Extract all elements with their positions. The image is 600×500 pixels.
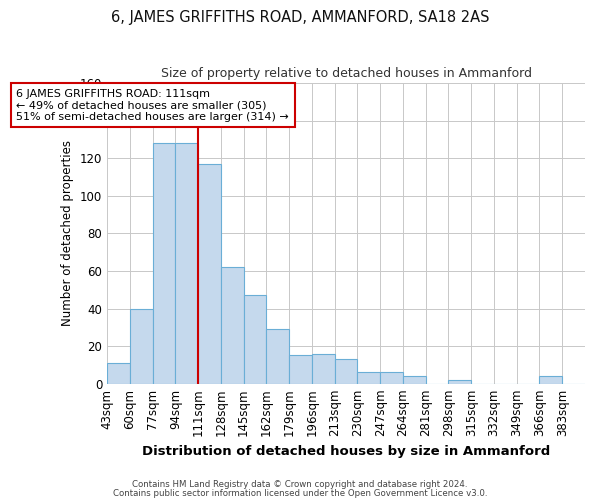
- Text: 6 JAMES GRIFFITHS ROAD: 111sqm
← 49% of detached houses are smaller (305)
51% of: 6 JAMES GRIFFITHS ROAD: 111sqm ← 49% of …: [16, 88, 289, 122]
- Bar: [380, 372, 403, 384]
- Bar: [107, 363, 130, 384]
- Bar: [335, 360, 358, 384]
- Bar: [266, 329, 289, 384]
- Bar: [130, 308, 152, 384]
- Bar: [448, 380, 471, 384]
- Bar: [152, 143, 175, 384]
- Y-axis label: Number of detached properties: Number of detached properties: [61, 140, 74, 326]
- Bar: [221, 267, 244, 384]
- Bar: [539, 376, 562, 384]
- Bar: [312, 354, 335, 384]
- Bar: [175, 143, 198, 384]
- Text: Contains HM Land Registry data © Crown copyright and database right 2024.: Contains HM Land Registry data © Crown c…: [132, 480, 468, 489]
- X-axis label: Distribution of detached houses by size in Ammanford: Distribution of detached houses by size …: [142, 444, 550, 458]
- Bar: [244, 296, 266, 384]
- Text: 6, JAMES GRIFFITHS ROAD, AMMANFORD, SA18 2AS: 6, JAMES GRIFFITHS ROAD, AMMANFORD, SA18…: [111, 10, 489, 25]
- Bar: [358, 372, 380, 384]
- Bar: [403, 376, 425, 384]
- Title: Size of property relative to detached houses in Ammanford: Size of property relative to detached ho…: [161, 68, 532, 80]
- Bar: [289, 356, 312, 384]
- Bar: [198, 164, 221, 384]
- Text: Contains public sector information licensed under the Open Government Licence v3: Contains public sector information licen…: [113, 489, 487, 498]
